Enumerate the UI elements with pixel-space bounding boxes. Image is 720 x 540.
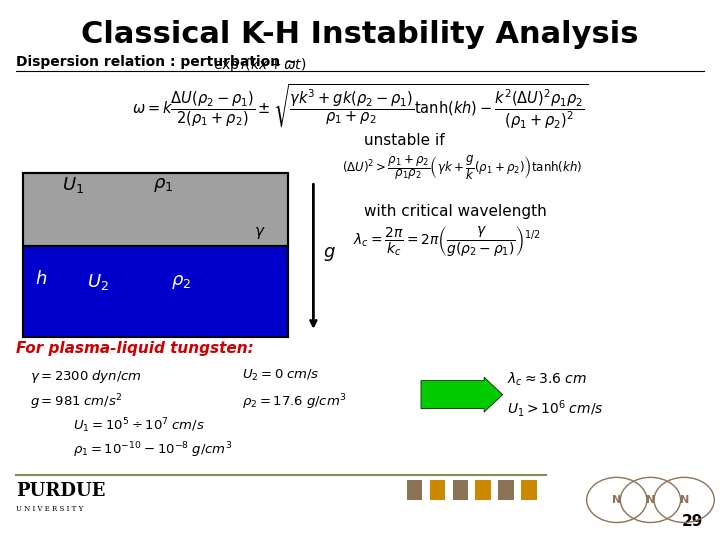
Bar [498,480,514,500]
Bar [475,480,491,500]
Text: Dispersion relation : perturbation ~: Dispersion relation : perturbation ~ [16,55,297,69]
Text: $h$: $h$ [35,270,47,288]
Text: $\lambda_c \approx 3.6 \; cm$: $\lambda_c \approx 3.6 \; cm$ [507,371,587,388]
Text: N: N [646,495,655,505]
Text: Classical K-H Instability Analysis: Classical K-H Instability Analysis [81,20,639,49]
Text: $\gamma$: $\gamma$ [253,226,266,241]
Text: $U_1 > 10^6 \; cm/s$: $U_1 > 10^6 \; cm/s$ [507,398,603,419]
Text: $U_1$: $U_1$ [62,175,84,195]
Text: N: N [680,495,689,505]
Text: $\rho_1$: $\rho_1$ [153,176,173,194]
Text: $U_2 = 0 \; cm/s$: $U_2 = 0 \; cm/s$ [242,368,319,383]
Bar [430,480,446,500]
Text: $(\Delta U)^2 > \dfrac{\rho_1 + \rho_2}{\rho_1\rho_2}\left(\gamma k + \dfrac{g}{: $(\Delta U)^2 > \dfrac{\rho_1 + \rho_2}{… [342,153,582,181]
Text: $\gamma = 2300 \; dyn/cm$: $\gamma = 2300 \; dyn/cm$ [30,368,142,385]
Text: $U_2$: $U_2$ [87,272,109,292]
FancyArrow shape [421,377,503,412]
Text: $U_1 = 10^5 \div 10^7 \; cm/s$: $U_1 = 10^5 \div 10^7 \; cm/s$ [73,416,205,435]
Text: with critical wavelength: with critical wavelength [364,205,546,219]
Text: $g$: $g$ [323,245,336,263]
Text: $\rho_1 = 10^{-10} - 10^{-8} \; g/cm^3$: $\rho_1 = 10^{-10} - 10^{-8} \; g/cm^3$ [73,440,233,460]
Text: unstable if: unstable if [364,133,444,148]
Text: For plasma-liquid tungsten:: For plasma-liquid tungsten: [16,341,253,356]
Text: $g = 981 \; cm/s^2$: $g = 981 \; cm/s^2$ [30,393,122,412]
Bar [521,480,537,500]
Bar [23,173,288,337]
Text: $\exp i(kx + \omega t)$: $\exp i(kx + \omega t)$ [213,56,307,74]
Text: $\rho_2$: $\rho_2$ [171,273,191,291]
Text: N: N [612,495,621,505]
Text: $\omega = k\dfrac{\Delta U(\rho_2 - \rho_1)}{2(\rho_1 + \rho_2)} \pm \sqrt{\dfra: $\omega = k\dfrac{\Delta U(\rho_2 - \rho… [132,82,588,131]
Text: $\rho_2 = 17.6 \; g/cm^3$: $\rho_2 = 17.6 \; g/cm^3$ [242,393,346,412]
Bar [453,480,468,500]
Bar [23,246,288,337]
Text: U N I V E R S I T Y: U N I V E R S I T Y [16,505,83,513]
Text: PURDUE: PURDUE [16,482,105,501]
Text: $\lambda_c = \dfrac{2\pi}{k_c} = 2\pi\left(\dfrac{\gamma}{g(\rho_2 - \rho_1)}\ri: $\lambda_c = \dfrac{2\pi}{k_c} = 2\pi\le… [353,224,541,258]
Bar [23,173,288,246]
Text: 29: 29 [681,514,703,529]
Bar [407,480,423,500]
